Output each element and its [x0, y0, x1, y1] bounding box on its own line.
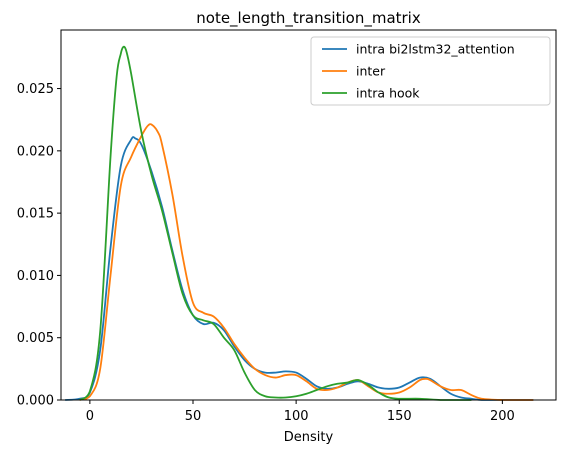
x-tick-label: 200: [490, 409, 515, 424]
y-axis: 0.000 0.005 0.010 0.015 0.020 0.025: [17, 82, 61, 409]
y-tick-label: 0.020: [17, 144, 54, 159]
y-tick-label: 0.000: [17, 394, 54, 409]
series-line-1: [79, 123, 534, 401]
legend-label: intra hook: [356, 86, 420, 101]
series-line-2: [78, 45, 472, 401]
chart-title: note_length_transition_matrix: [196, 9, 421, 28]
legend-box: [310, 36, 551, 106]
y-tick-label: 0.015: [17, 207, 54, 222]
axes-frame: [60, 29, 557, 401]
x-tick-label: 0: [86, 409, 94, 424]
x-tick-label: 100: [284, 409, 309, 424]
x-tick-label: 50: [185, 409, 202, 424]
series-lines: [65, 45, 534, 401]
x-tick-label: 150: [387, 409, 412, 424]
y-tick-label: 0.005: [17, 331, 54, 346]
legend-label: intra bi2lstm32_attention: [356, 42, 515, 57]
legend-label: inter: [356, 64, 386, 79]
x-axis-label: Density: [284, 430, 334, 445]
y-tick-label: 0.010: [17, 269, 54, 284]
x-axis: 0 50 100 150 200: [86, 400, 515, 424]
y-tick-label: 0.025: [17, 82, 54, 97]
